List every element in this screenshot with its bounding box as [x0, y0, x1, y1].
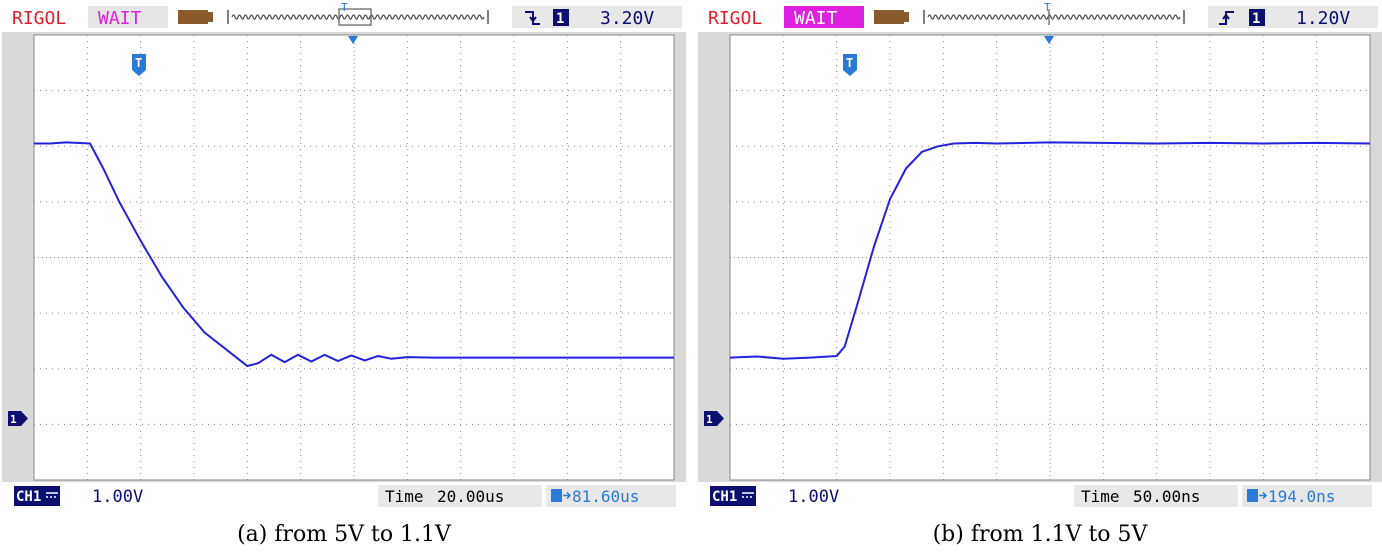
trigger-offset-icon [1247, 489, 1268, 502]
channel-badge[interactable] [710, 486, 756, 506]
timebase-box [378, 485, 542, 507]
graticule-grid [730, 35, 1370, 480]
trigger-time-marker-label: T [846, 56, 853, 70]
time-label: Time [385, 487, 424, 506]
trigger-level: 3.20V [600, 8, 654, 29]
memory-trigger-marker: T [1044, 1, 1051, 14]
trigger-channel-badge [553, 9, 569, 26]
brand-label: RIGOL [12, 8, 66, 29]
channel-badge[interactable] [14, 486, 60, 506]
memory-wave-trace [927, 14, 1181, 20]
coupling-dc-icon [742, 492, 754, 498]
rising-edge-icon [1219, 11, 1234, 25]
volts-per-div: 1.00V [92, 487, 143, 507]
trigger-time-marker[interactable]: T [132, 54, 146, 76]
oscilloscope-display-b: RIGOL WAIT T 1 1.20V T [698, 0, 1382, 510]
caption-a: (a) from 5V to 1.1V [237, 522, 451, 547]
ground-marker-label: 1 [10, 413, 17, 426]
timebase-box [1074, 485, 1238, 507]
trigger-offset-box [546, 485, 676, 507]
status-box [88, 6, 168, 28]
oscilloscope-screen-b: RIGOL WAIT T 1 1.20V T [698, 0, 1382, 510]
memory-trigger-marker: T [341, 1, 348, 14]
waveform-memory-bar[interactable]: T [227, 1, 489, 26]
brand-label: RIGOL [708, 8, 762, 29]
status-label: WAIT [98, 8, 142, 29]
trigger-info-box [1208, 6, 1378, 28]
trigger-offset-icon [551, 489, 572, 502]
trigger-time-marker-label: T [135, 56, 142, 70]
channel-1-ground-marker[interactable]: 1 [704, 411, 724, 426]
channel-1-trace [729, 141, 1371, 360]
memory-depth-icon [874, 10, 909, 24]
oscilloscope-screen-a: RIGOL WAIT T 1 3.20V [2, 0, 686, 510]
trigger-position-marker[interactable] [348, 36, 358, 44]
channel-1-trace [34, 141, 674, 368]
oscilloscope-display-a: RIGOL WAIT T 1 3.20V [2, 0, 686, 510]
falling-edge-icon [525, 11, 540, 25]
trigger-channel-badge [1249, 9, 1265, 26]
memory-wave-trace [231, 14, 485, 20]
trigger-time-marker[interactable]: T [843, 54, 857, 76]
trigger-channel-number: 1 [556, 11, 564, 27]
ground-marker-label: 1 [706, 413, 713, 426]
trigger-position-marker[interactable] [1044, 36, 1054, 44]
volts-per-div: 1.00V [788, 487, 839, 507]
trigger-offset: 81.60us [572, 487, 639, 506]
status-label: WAIT [794, 8, 838, 29]
trigger-offset: 194.0ns [1268, 487, 1335, 506]
memory-window-box [338, 8, 372, 26]
channel-badge-label: CH1 [712, 489, 737, 505]
trigger-offset-box [1242, 485, 1372, 507]
memory-depth-icon [178, 10, 213, 24]
time-label: Time [1081, 487, 1120, 506]
status-box [784, 6, 864, 28]
time-per-div: 50.00ns [1133, 487, 1200, 506]
time-per-div: 20.00us [437, 487, 504, 506]
trigger-level: 1.20V [1296, 8, 1350, 29]
trigger-channel-number: 1 [1252, 11, 1260, 27]
caption-b: (b) from 1.1V to 5V [932, 522, 1148, 547]
channel-badge-label: CH1 [16, 489, 41, 505]
channel-1-ground-marker[interactable]: 1 [8, 411, 28, 426]
waveform-memory-bar[interactable]: T [923, 1, 1185, 25]
graticule-grid [34, 35, 674, 480]
coupling-dc-icon [46, 492, 58, 498]
